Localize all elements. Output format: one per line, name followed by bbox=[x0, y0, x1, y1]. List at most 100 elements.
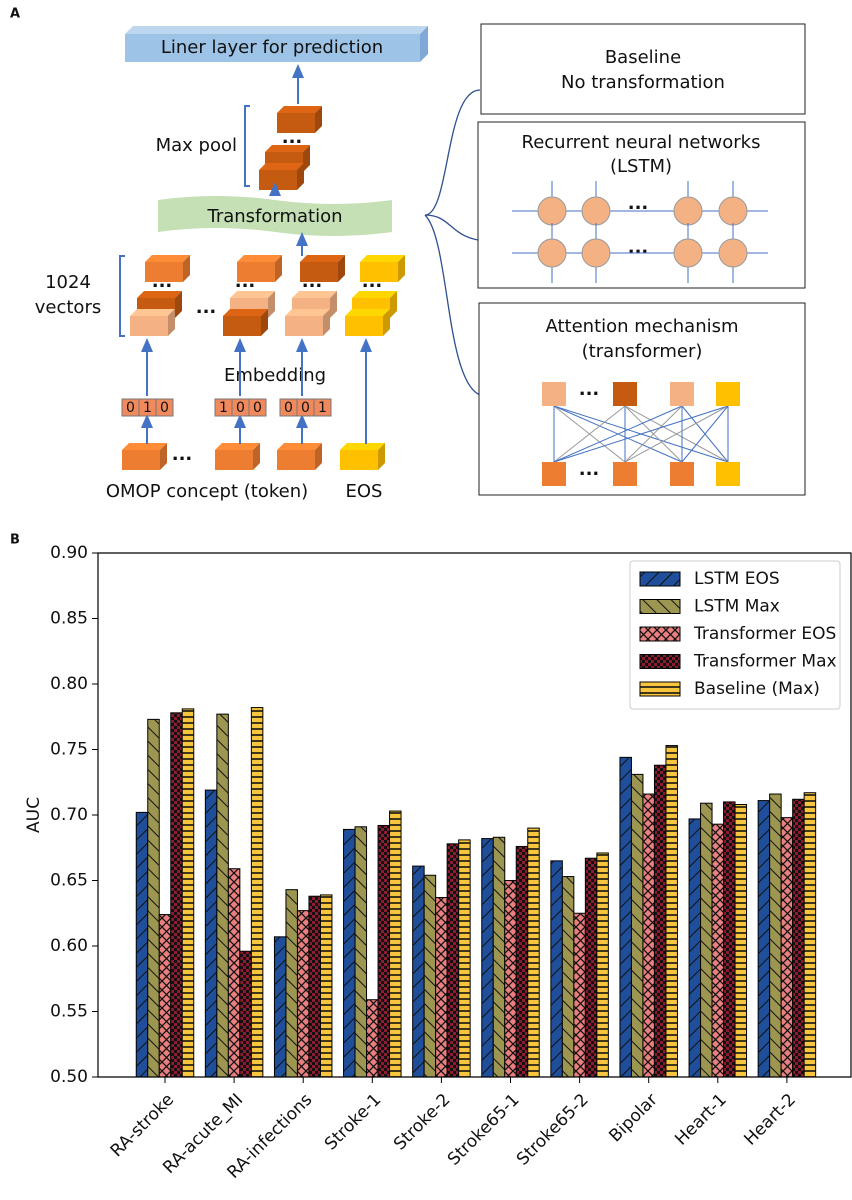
token-square bbox=[613, 382, 637, 406]
eos-label: EOS bbox=[346, 481, 383, 502]
x-tick-label: Stroke-1 bbox=[321, 1090, 385, 1154]
cube-top bbox=[130, 309, 175, 316]
bracket bbox=[245, 106, 250, 186]
lstm-cell bbox=[674, 239, 702, 267]
chart: B AUC bbox=[10, 533, 44, 833]
y-tick-label: 0.90 bbox=[50, 543, 88, 563]
bar-hatch bbox=[459, 840, 471, 1077]
cube bbox=[237, 262, 275, 282]
lstm-cell bbox=[719, 239, 747, 267]
bar-hatch bbox=[274, 937, 286, 1077]
y-tick-label: 0.60 bbox=[50, 936, 88, 956]
bar-hatch bbox=[493, 837, 505, 1077]
cube-top bbox=[137, 291, 182, 298]
cube bbox=[130, 316, 168, 336]
max-pool-label: Max pool bbox=[156, 135, 237, 156]
box-top bbox=[125, 26, 428, 34]
diagram: A Liner layer for prediction Max pool Tr… bbox=[10, 7, 805, 503]
bar-hatch bbox=[574, 913, 586, 1077]
y-tick-label: 0.50 bbox=[50, 1067, 88, 1087]
token-square bbox=[613, 462, 637, 486]
token-square bbox=[542, 382, 566, 406]
connector bbox=[425, 90, 480, 395]
bar-hatch bbox=[643, 794, 655, 1077]
cube-top bbox=[145, 255, 190, 262]
baseline-box bbox=[481, 24, 805, 114]
bar-hatch bbox=[159, 915, 171, 1077]
bar-hatch bbox=[631, 774, 643, 1077]
x-tick-label: Bipolar bbox=[605, 1090, 661, 1146]
lstm-cell bbox=[538, 239, 566, 267]
cube-top bbox=[122, 443, 167, 450]
cube-top bbox=[265, 145, 310, 152]
legend-label: Transformer Max bbox=[693, 652, 837, 672]
one-hot-digit: 1 bbox=[143, 400, 152, 416]
cube-top bbox=[237, 255, 282, 262]
cube-top bbox=[340, 443, 385, 450]
bar-hatch bbox=[297, 911, 309, 1077]
lstm-cell bbox=[582, 197, 610, 225]
box-title: (transformer) bbox=[582, 341, 703, 362]
legend-label: Baseline (Max) bbox=[694, 679, 820, 699]
cube bbox=[145, 262, 183, 282]
ellipsis: ... bbox=[579, 459, 600, 480]
token-square bbox=[716, 462, 740, 486]
bar-hatch bbox=[758, 801, 770, 1077]
cube bbox=[345, 316, 383, 336]
box-title: (LSTM) bbox=[610, 156, 672, 177]
token-label: OMOP concept (token) bbox=[106, 481, 308, 502]
bar-hatch bbox=[770, 794, 782, 1077]
bar-hatch bbox=[781, 818, 793, 1077]
lstm-cell bbox=[719, 197, 747, 225]
one-hot-digit: 0 bbox=[301, 400, 310, 416]
legend-swatch-hatch bbox=[640, 627, 680, 641]
bar-hatch bbox=[228, 869, 240, 1077]
bar-hatch bbox=[701, 803, 713, 1077]
transformation-label: Transformation bbox=[206, 206, 342, 227]
cube-top bbox=[352, 291, 397, 298]
cube bbox=[277, 113, 315, 133]
bar-hatch bbox=[344, 829, 356, 1077]
y-tick-label: 0.75 bbox=[50, 740, 88, 760]
panel-label: A bbox=[10, 7, 20, 22]
ellipsis: ... bbox=[628, 237, 649, 258]
vectors-label: 1024 bbox=[45, 272, 91, 293]
cube-top bbox=[223, 309, 268, 316]
bar-hatch bbox=[482, 839, 494, 1077]
y-tick-label: 0.70 bbox=[50, 805, 88, 825]
bar-hatch bbox=[390, 811, 402, 1077]
box-title: Recurrent neural networks bbox=[522, 132, 761, 153]
legend-label: LSTM Max bbox=[694, 597, 780, 617]
bar-hatch bbox=[378, 825, 390, 1077]
bar-hatch bbox=[793, 799, 805, 1077]
ellipsis: ... bbox=[579, 379, 600, 400]
box-title: No transformation bbox=[561, 72, 725, 93]
bar-hatch bbox=[251, 708, 263, 1077]
lstm-cell bbox=[674, 197, 702, 225]
bar-hatch bbox=[735, 805, 747, 1077]
cube bbox=[300, 262, 338, 282]
bar-hatch bbox=[182, 709, 194, 1077]
cube-top bbox=[292, 291, 337, 298]
y-tick-label: 0.55 bbox=[50, 1002, 88, 1022]
cube-top bbox=[300, 255, 345, 262]
bar-hatch bbox=[689, 819, 701, 1077]
page: {"diagram": { "panel_label": "A", "predi… bbox=[0, 0, 852, 1196]
legend-label: Transformer EOS bbox=[693, 624, 836, 644]
y-tick-label: 0.80 bbox=[50, 674, 88, 694]
token-square bbox=[670, 382, 694, 406]
token-square bbox=[716, 382, 740, 406]
ellipsis: ... bbox=[172, 444, 193, 465]
bar-hatch bbox=[286, 890, 298, 1077]
bar-hatch bbox=[367, 1000, 379, 1077]
bar-hatch bbox=[171, 713, 183, 1077]
bar-hatch bbox=[712, 824, 724, 1077]
bar-hatch bbox=[528, 828, 540, 1077]
cube-top bbox=[215, 443, 260, 450]
bar-hatch bbox=[585, 858, 597, 1077]
x-tick-label: Stroke-2 bbox=[390, 1090, 454, 1154]
y-tick-label: 0.65 bbox=[50, 871, 88, 891]
token-square bbox=[542, 462, 566, 486]
x-tick-label: Stroke65-1 bbox=[444, 1090, 524, 1170]
one-hot-digit: 1 bbox=[219, 400, 228, 416]
